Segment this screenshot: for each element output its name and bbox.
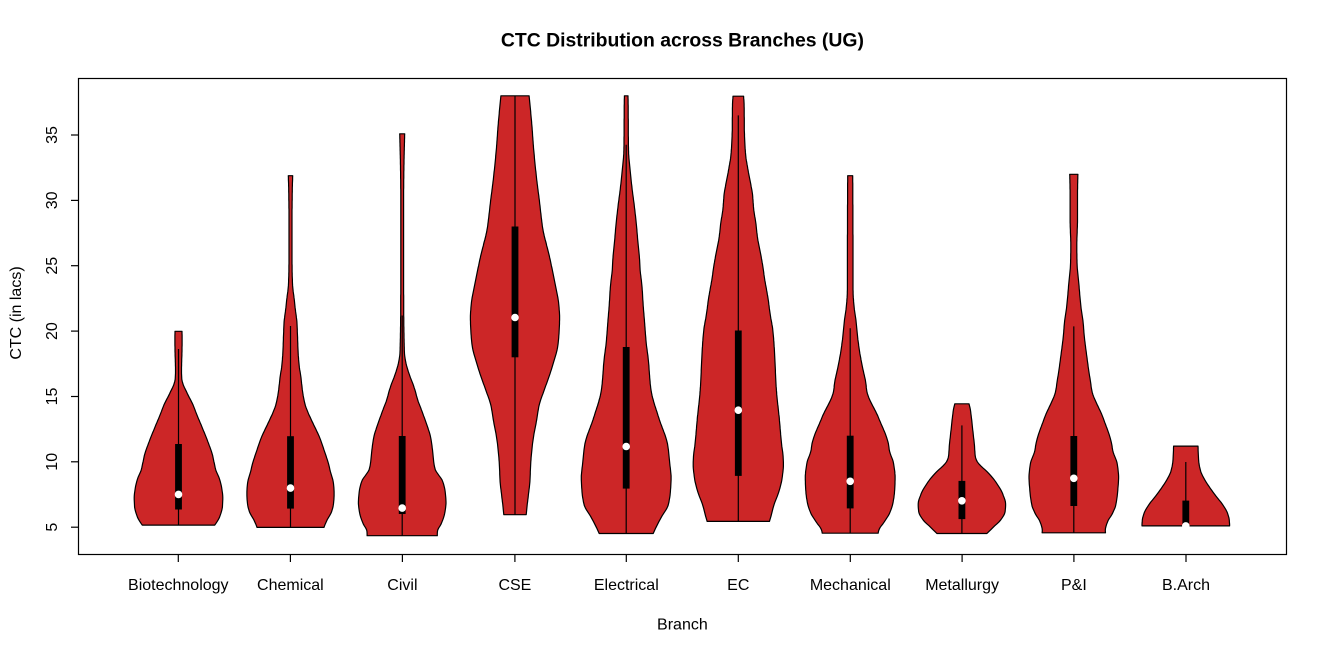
svg-text:35: 35 xyxy=(44,126,61,144)
svg-text:20: 20 xyxy=(44,322,61,340)
svg-text:EC: EC xyxy=(727,577,749,594)
svg-text:30: 30 xyxy=(44,191,61,209)
svg-text:P&I: P&I xyxy=(1061,577,1087,594)
svg-text:Biotechnology: Biotechnology xyxy=(128,577,229,594)
svg-text:Branch: Branch xyxy=(657,617,708,634)
svg-text:Metallurgy: Metallurgy xyxy=(925,577,999,594)
svg-text:B.Arch: B.Arch xyxy=(1162,577,1210,594)
svg-text:CSE: CSE xyxy=(498,577,531,594)
svg-text:15: 15 xyxy=(44,388,61,406)
svg-text:5: 5 xyxy=(44,523,61,532)
svg-text:25: 25 xyxy=(44,257,61,275)
svg-text:10: 10 xyxy=(44,453,61,471)
svg-text:Mechanical: Mechanical xyxy=(810,577,891,594)
svg-text:CTC (in lacs): CTC (in lacs) xyxy=(8,266,25,359)
svg-text:Civil: Civil xyxy=(387,577,417,594)
svg-text:Chemical: Chemical xyxy=(257,577,324,594)
svg-text:Electrical: Electrical xyxy=(594,577,659,594)
svg-text:CTC Distribution across Branch: CTC Distribution across Branches (UG) xyxy=(501,29,864,51)
